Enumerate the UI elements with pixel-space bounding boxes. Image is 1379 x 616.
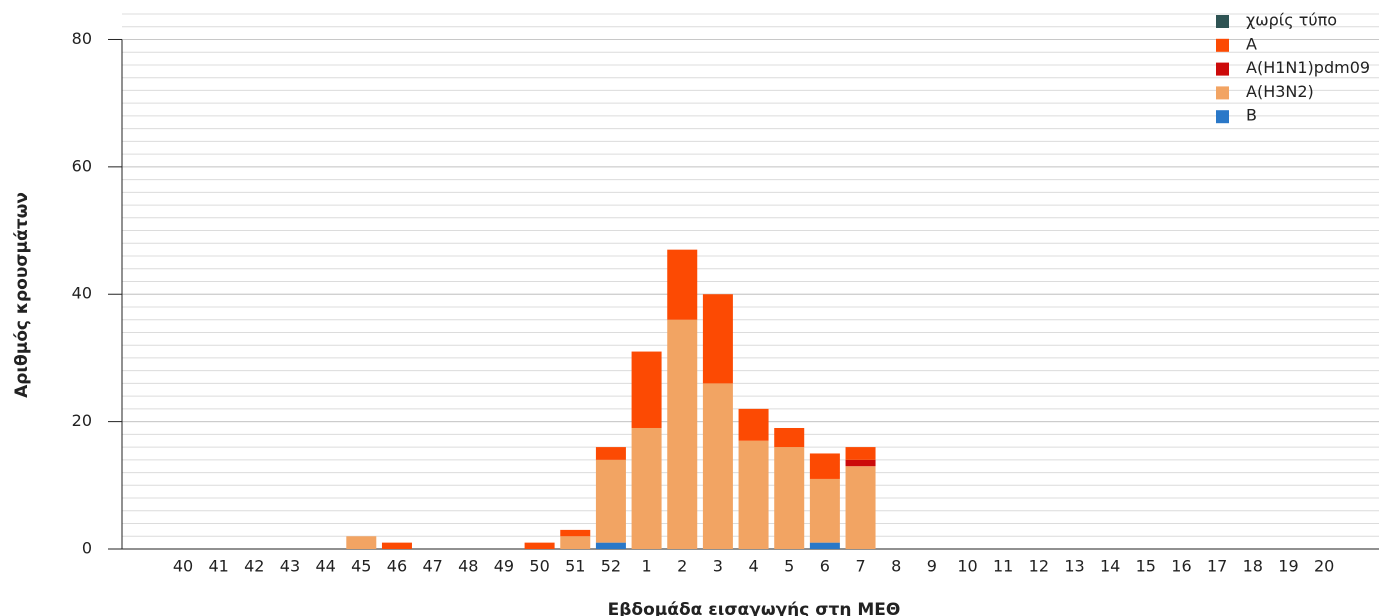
bar-segment [560,529,591,537]
legend-label: A(H3N2) [1246,82,1314,101]
x-tick-label: 11 [993,557,1013,576]
y-tick-label: 60 [72,156,92,175]
x-tick-label: 43 [280,557,300,576]
bar-segment [738,440,769,549]
legend-label: A(H1N1)pdm09 [1246,58,1370,77]
y-tick-label: 80 [72,29,92,48]
bar-segment [667,249,698,320]
bar-segment [667,319,698,549]
x-tick-label: 3 [713,557,723,576]
x-tick-label: 7 [855,557,865,576]
bar-segment [809,478,840,543]
y-tick-label: 40 [72,284,92,303]
bar-segment [524,542,555,549]
x-tick-label: 41 [208,557,228,576]
legend-swatch [1216,62,1229,76]
legend-swatch [1216,38,1229,52]
legend-swatch [1216,110,1229,124]
x-tick-label: 4 [748,557,758,576]
bar-segment [381,542,412,549]
x-tick-label: 14 [1100,557,1120,576]
bar-segment [631,427,662,549]
legend-label: B [1246,106,1257,125]
bar-segment [631,351,662,428]
x-tick-label: 9 [927,557,937,576]
bar-segment [845,447,876,460]
x-tick-label: 40 [173,557,193,576]
legend-swatch [1216,86,1229,100]
x-tick-label: 47 [422,557,442,576]
x-tick-label: 2 [677,557,687,576]
y-tick-label: 0 [82,539,92,558]
x-tick-label: 20 [1314,557,1334,576]
x-tick-label: 6 [820,557,830,576]
bar-segment [595,459,626,543]
bar-segment [845,459,876,467]
bar-segment [702,383,733,549]
x-tick-label: 16 [1171,557,1191,576]
x-tick-label: 48 [458,557,478,576]
y-tick-label: 20 [72,411,92,430]
x-tick-label: 51 [565,557,585,576]
x-tick-label: 44 [315,557,335,576]
x-tick-label: 46 [387,557,407,576]
x-tick-label: 52 [601,557,621,576]
bar-segment [845,466,876,549]
x-tick-label: 19 [1278,557,1298,576]
bar-segment [560,536,591,549]
bar-segment [346,536,377,549]
x-tick-label: 10 [957,557,977,576]
x-tick-label: 8 [891,557,901,576]
y-axis-title: Αριθμός κρουσμάτων [12,192,32,398]
x-tick-label: 13 [1064,557,1084,576]
bar-segment [738,408,769,441]
legend-label: χωρίς τύπο [1246,11,1337,30]
x-tick-label: 1 [641,557,651,576]
x-tick-label: 18 [1243,557,1263,576]
x-tick-label: 50 [529,557,549,576]
bar-segment [774,447,805,549]
x-axis-title: Εβδομάδα εισαγωγής στη ΜΕΘ [608,600,901,616]
bar-segment [702,294,733,384]
bar-segment [809,453,840,479]
legend-label: A [1246,34,1257,53]
bar-segment [595,447,626,460]
x-tick-label: 42 [244,557,264,576]
x-tick-label: 5 [784,557,794,576]
bar-segment [809,542,840,549]
x-tick-label: 12 [1029,557,1049,576]
x-tick-label: 17 [1207,557,1227,576]
x-tick-label: 49 [494,557,514,576]
legend-swatch [1216,15,1229,28]
x-tick-label: 45 [351,557,371,576]
x-tick-label: 15 [1136,557,1156,576]
bar-segment [595,542,626,549]
bar-segment [774,427,805,448]
